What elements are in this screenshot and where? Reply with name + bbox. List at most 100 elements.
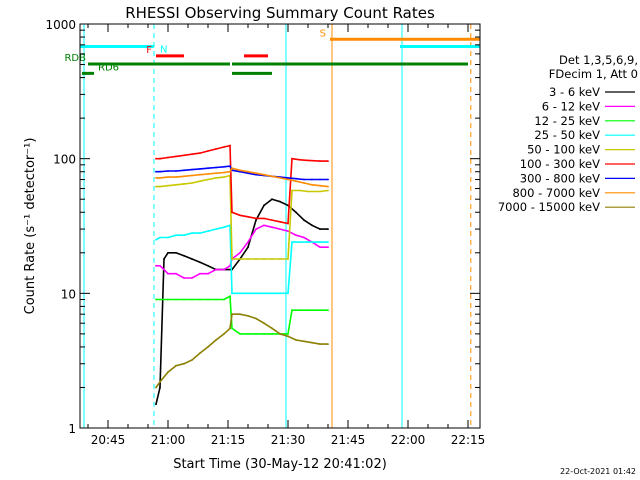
series-6-point-12: [239, 170, 241, 173]
series-5-point-20: [299, 158, 301, 161]
series-2-point-15: [263, 333, 265, 335]
series-4-point-23: [327, 189, 329, 192]
series-8-point-11: [231, 313, 233, 316]
series-5-point-5: [191, 153, 193, 156]
x-tick-label-6: 22:15: [451, 433, 486, 447]
series-3-point-12: [239, 292, 241, 295]
series-8-point-23: [327, 343, 329, 345]
series-line-7: [156, 167, 329, 188]
series-6-point-18: [287, 177, 289, 179]
series-6-point-9: [223, 165, 225, 168]
series-1-point-24: [327, 246, 329, 249]
series-3-point-3: [175, 234, 177, 237]
series-7-point-5: [191, 174, 193, 177]
series-5-point-7: [207, 150, 209, 152]
series-7-point-3: [175, 176, 177, 179]
series-8-point-5: [191, 359, 193, 361]
series-line-8: [155, 313, 328, 388]
series-5-point-1: [159, 157, 161, 160]
legend-label-5: 100 - 300 keV: [520, 157, 600, 171]
series-3-point-19: [291, 241, 293, 244]
series-0-point-24: [327, 228, 329, 231]
series-7-point-23: [327, 185, 329, 188]
series-1-point-18: [279, 228, 281, 231]
series-5-point-16: [271, 219, 273, 222]
series-6-point-7: [207, 167, 209, 170]
series-6-point-1: [159, 170, 161, 173]
series-5-point-12: [239, 214, 241, 217]
series-1-point-16: [263, 224, 265, 227]
legend-label-0: 3 - 6 keV: [549, 85, 600, 99]
series-4-point-3: [175, 183, 177, 186]
series-3-point-18: [287, 292, 289, 295]
series-6-point-20: [303, 178, 305, 181]
series-3-point-11: [231, 292, 233, 295]
state-label-rdb: RDB: [64, 53, 86, 64]
series-1-point-6: [191, 277, 193, 279]
series-0-point-7: [199, 261, 201, 264]
series-2-point-7: [207, 298, 209, 301]
series-0-point-0: [155, 403, 157, 406]
series-7-point-8: [215, 172, 217, 175]
series-7-point-0: [155, 177, 157, 179]
series-3-point-9: [223, 226, 225, 229]
series-line-2: [156, 295, 328, 335]
series-1-point-21: [303, 236, 305, 239]
series-5-point-19: [291, 157, 293, 160]
series-2-point-5: [191, 298, 193, 301]
series-6-point-6: [199, 168, 201, 170]
y-tick-label-2: 100: [53, 153, 76, 167]
series-0-point-20: [295, 211, 297, 214]
series-7-point-17: [279, 177, 281, 179]
series-8-point-0: [155, 386, 157, 389]
series-3-point-8: [215, 228, 217, 231]
state-label-n: N: [160, 45, 167, 56]
series-7-point-16: [271, 175, 273, 178]
series-7-point-21: [311, 183, 313, 186]
series-5-point-8: [215, 148, 217, 150]
series-0-point-17: [271, 198, 273, 201]
series-0-point-16: [263, 204, 265, 207]
series-8-point-21: [311, 341, 313, 344]
series-layer: [155, 144, 329, 406]
series-5-point-10: [229, 144, 231, 147]
series-5-point-4: [183, 154, 185, 157]
series-1-point-14: [247, 241, 249, 244]
y-tick-label-0: 1: [68, 422, 76, 436]
series-6-point-10: [229, 165, 231, 168]
series-4-point-16: [271, 258, 273, 260]
series-0-point-4: [175, 251, 177, 254]
series-2-point-21: [307, 309, 309, 312]
series-4-point-13: [247, 258, 249, 260]
series-5-point-18: [287, 222, 289, 225]
series-1-point-23: [319, 246, 321, 249]
series-7-point-9: [223, 171, 225, 174]
series-8-point-15: [263, 322, 265, 325]
legend-label-6: 300 - 800 keV: [520, 171, 600, 185]
y-tick-label-3: 1000: [45, 18, 76, 32]
series-6-point-0: [155, 170, 157, 173]
series-8-point-20: [303, 340, 305, 343]
series-8-point-8: [215, 339, 217, 341]
series-2-point-4: [183, 298, 185, 301]
series-8-point-2: [167, 371, 169, 373]
series-3-point-13: [247, 292, 249, 295]
series-4-point-22: [319, 190, 321, 193]
series-7-point-20: [303, 182, 305, 184]
legend-header-line-2: FDecim 1, Att 0: [549, 67, 638, 81]
legend-label-8: 7000 - 15000 keV: [498, 200, 600, 214]
series-3-point-7: [207, 230, 209, 233]
series-4-point-8: [215, 177, 217, 179]
series-6-point-23: [327, 178, 329, 181]
series-5-point-11: [231, 211, 233, 214]
series-3-point-4: [183, 234, 185, 237]
series-5-point-0: [155, 157, 157, 160]
series-1-point-8: [207, 272, 209, 275]
series-7-point-12: [239, 169, 241, 172]
series-1-point-4: [175, 272, 177, 275]
series-2-point-20: [299, 309, 301, 312]
series-2-point-0: [155, 298, 157, 301]
series-4-point-0: [155, 185, 157, 188]
series-2-point-10: [229, 295, 231, 298]
series-6-point-4: [183, 169, 185, 172]
